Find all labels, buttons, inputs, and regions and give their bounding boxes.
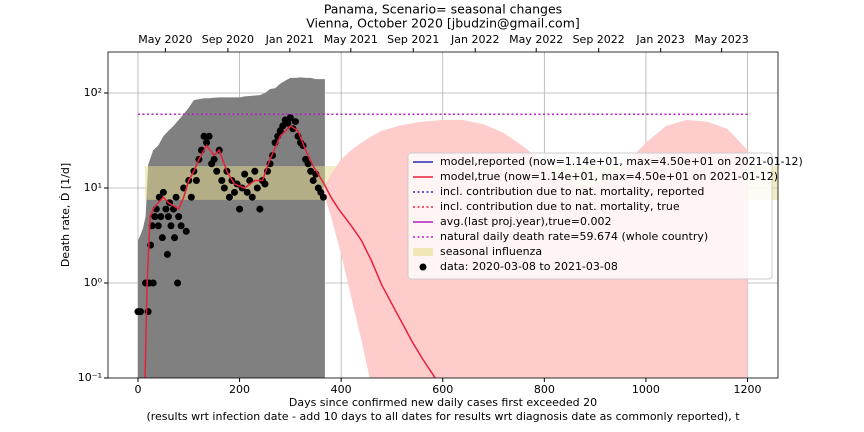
y-tick-label: 10⁻¹ [78,371,102,384]
x-tick-label: 1000 [632,383,660,396]
series-line [144,124,437,378]
x-tick-label: 0 [134,383,141,396]
data-point [162,205,170,213]
y-tick-label: 10⁰ [84,276,103,289]
y-axis-label: Death rate, Ḋ [1/d] [59,163,72,267]
x-tick-label: 1200 [734,383,762,396]
legend-label: data: 2020-03-08 to 2021-03-08 [440,260,618,273]
data-point [248,193,256,201]
data-point [192,176,200,184]
data-point [256,205,264,213]
data-point [307,167,315,175]
data-point [177,222,185,230]
chart-title: Panama, Scenario= seasonal changes [324,2,562,17]
data-point [261,180,269,188]
legend: model,reported (now=1.14e+01, max=4.50e+… [407,152,803,280]
data-point [164,213,172,221]
legend-label: model,true (now=1.14e+01, max=4.50e+01 o… [440,170,778,183]
data-point [203,139,211,147]
x2-tick-label: May 2022 [509,33,563,46]
y-tick-label: 10¹ [84,181,102,194]
chart-subtitle: Vienna, October 2020 [jbudzin@gmail.com] [306,16,580,31]
data-point [210,155,218,163]
data-point [167,222,175,230]
data-point [251,167,259,175]
legend-label: seasonal influenza [440,245,542,258]
data-point [225,193,233,201]
data-point [220,184,228,192]
legend-label: incl. contribution due to nat. mortality… [440,200,680,213]
legend-label: incl. contribution due to nat. mortality… [440,185,704,198]
data-point [172,193,180,201]
data-point [158,234,166,242]
data-point [137,308,145,316]
legend-label: avg.(last proj.year),true=0.002 [440,215,612,228]
x-axis-label: Days since confirmed new daily cases fir… [289,396,597,409]
data-point [284,119,292,127]
legend-box [407,152,773,280]
data-point [175,213,183,221]
x-axis-note: (results wrt infection date - add 10 day… [146,410,740,423]
y-tick-label: 10² [84,86,102,99]
x2-tick-label: May 2020 [138,33,192,46]
data-point [163,250,171,258]
data-point [253,184,261,192]
data-point [309,176,317,184]
x2-tick-label: Sep 2021 [387,33,439,46]
data-point [236,205,244,213]
legend-swatch [419,263,427,271]
data-point [149,279,157,287]
data-point [187,193,195,201]
data-point [154,222,162,230]
data-point [230,188,238,196]
data-point [159,188,167,196]
data-point [243,188,251,196]
x2-tick-label: May 2023 [694,33,748,46]
x2-tick-label: Jan 2023 [635,33,684,46]
axes: 0 200 400 600 800 1000 1200 May 2020 Sep 2020 Jan… [78,33,779,396]
x-tick-label: 800 [534,383,555,396]
data-point [241,170,249,178]
data-point [151,213,159,221]
data-point [304,160,312,168]
data-point [144,308,152,316]
x2-tick-label: Sep 2020 [202,33,254,46]
x2-tick-label: May 2021 [324,33,378,46]
legend-label: natural daily death rate=59.674 (whole c… [440,230,708,243]
x2-tick-label: Jan 2021 [265,33,314,46]
data-point [157,213,165,221]
x2-tick-label: Sep 2022 [573,33,625,46]
data-point [291,118,299,126]
legend-swatch [413,248,433,256]
x-tick-label: 600 [432,383,453,396]
data-point [200,132,208,140]
data-point [319,193,327,201]
data-point [218,176,226,184]
x-tick-label: 400 [331,383,352,396]
legend-label: model,reported (now=1.14e+01, max=4.50e+… [440,155,803,168]
data-point [174,279,182,287]
x-tick-label: 200 [229,383,250,396]
data-point [171,234,179,242]
data-point [205,132,213,140]
data-point [213,167,221,175]
x2-tick-label: Jan 2022 [450,33,499,46]
gray-area [137,77,325,378]
data-point [182,227,190,235]
data-point [286,114,294,122]
